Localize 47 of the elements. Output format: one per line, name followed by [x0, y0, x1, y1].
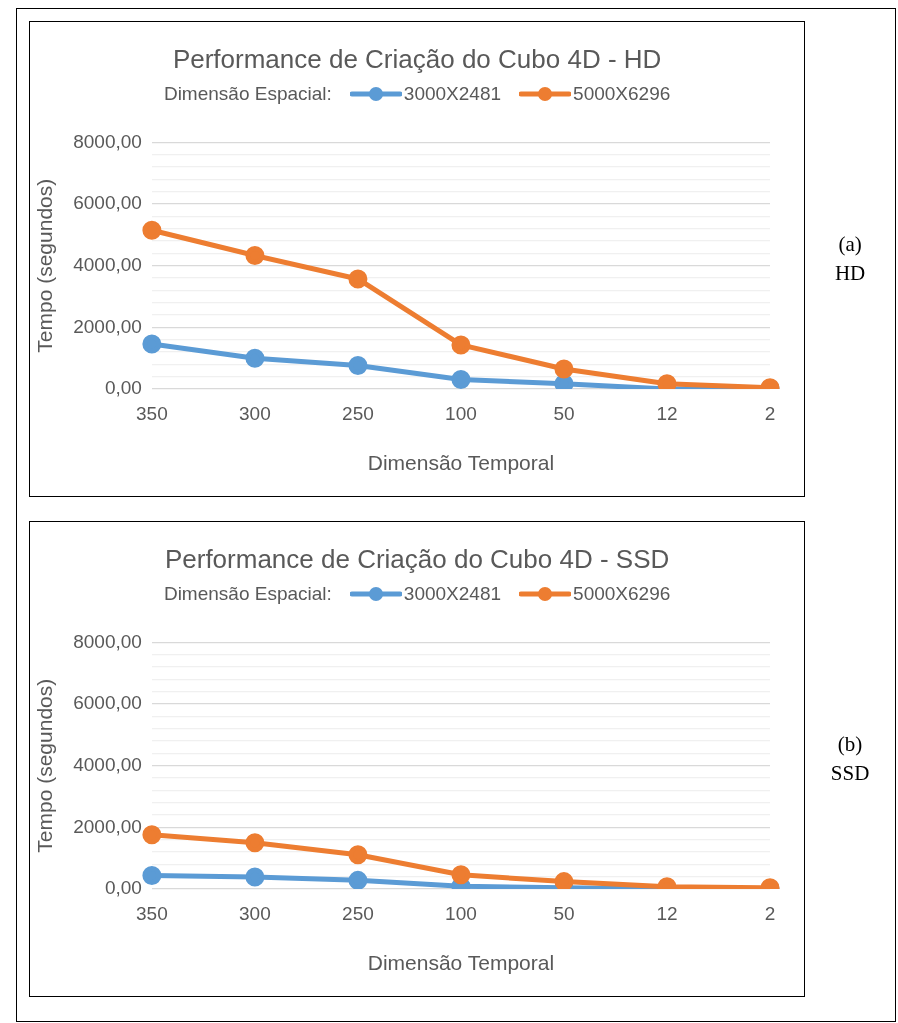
y-tick-label: 6000,00	[73, 692, 142, 714]
chart-title: Performance de Criação do Cubo 4D - SSD	[163, 544, 671, 575]
x-axis-title: Dimensão Temporal	[367, 951, 555, 975]
legend-title: Dimensão Espacial:	[163, 583, 332, 605]
x-tick-label: 50	[553, 402, 575, 424]
point	[142, 334, 162, 354]
point	[451, 369, 471, 389]
x-tick-label: 250	[342, 902, 374, 924]
text: (b) SSD	[829, 730, 871, 787]
x-tick-label: 300	[239, 402, 271, 424]
point	[348, 269, 368, 289]
text: (a) HD	[833, 230, 867, 287]
y-tick-label: 4000,00	[73, 753, 142, 775]
y-axis-title: Tempo (segundos)	[33, 678, 57, 853]
y-axis-title: Tempo (segundos)	[33, 178, 57, 353]
point	[245, 348, 265, 368]
x-tick-label: 350	[136, 402, 168, 424]
legend-title: Dimensão Espacial:	[163, 83, 332, 105]
legend-label: 3000X2481	[403, 583, 502, 605]
x-tick-label: 2	[764, 902, 776, 924]
x-tick-label: 12	[656, 902, 678, 924]
chart-title: Performance de Criação do Cubo 4D - HD	[171, 44, 663, 75]
y-tick-label: 2000,00	[73, 315, 142, 337]
x-tick-label: 100	[445, 402, 477, 424]
legend-label: 5000X6296	[573, 583, 671, 605]
y-tick-label: 0,00	[104, 877, 142, 899]
y-tick-label: 8000,00	[73, 130, 142, 152]
point	[245, 246, 265, 266]
legend-label: 3000X2481	[403, 83, 502, 105]
x-tick-label: 350	[136, 902, 168, 924]
legend-label: 5000X6296	[573, 83, 671, 105]
y-tick-label: 2000,00	[73, 815, 142, 837]
x-tick-label: 12	[656, 402, 678, 424]
y-tick-label: 8000,00	[73, 630, 142, 652]
x-tick-label: 250	[342, 402, 374, 424]
x-tick-label: 300	[239, 902, 271, 924]
point	[554, 359, 574, 379]
x-axis-title: Dimensão Temporal	[367, 451, 555, 475]
x-tick-label: 100	[445, 902, 477, 924]
y-tick-label: 0,00	[104, 377, 142, 399]
y-tick-label: 4000,00	[73, 253, 142, 275]
x-tick-label: 50	[553, 902, 575, 924]
point	[348, 356, 368, 376]
point	[451, 335, 471, 355]
y-tick-label: 6000,00	[73, 192, 142, 214]
x-tick-label: 2	[764, 402, 776, 424]
point	[142, 220, 162, 240]
